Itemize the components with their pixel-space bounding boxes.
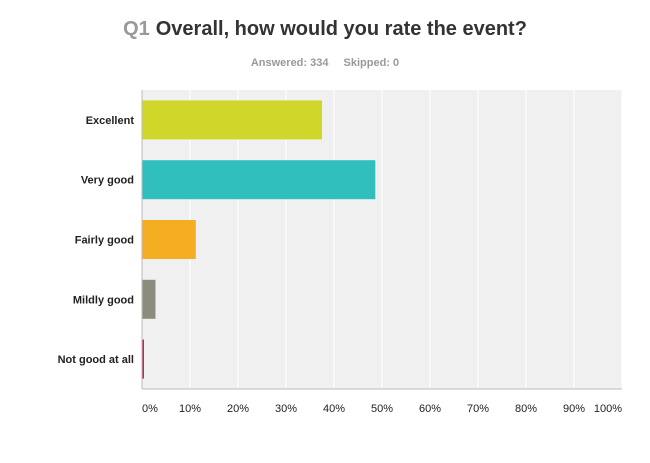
x-tick-label: 100% bbox=[594, 403, 622, 415]
x-tick-label: 70% bbox=[467, 403, 489, 415]
skipped-count: Skipped: 0 bbox=[343, 57, 400, 69]
chart-title: Q1 Overall, how would you rate the event? bbox=[0, 18, 650, 41]
answered-count: Answered: 334 bbox=[250, 57, 329, 69]
category-label: Not good at all bbox=[58, 354, 134, 366]
category-label: Fairly good bbox=[75, 235, 134, 247]
x-tick-label: 40% bbox=[323, 403, 345, 415]
bar bbox=[142, 160, 376, 200]
response-stats: Answered: 334 Skipped: 0 bbox=[0, 57, 650, 69]
x-tick-label: 90% bbox=[563, 403, 585, 415]
question-number: Q1 bbox=[123, 18, 150, 40]
bar bbox=[142, 100, 323, 140]
x-tick-label: 10% bbox=[179, 403, 201, 415]
x-tick-label: 30% bbox=[275, 403, 297, 415]
bar bbox=[142, 339, 144, 379]
x-tick-label: 60% bbox=[419, 403, 441, 415]
category-label: Excellent bbox=[86, 115, 135, 127]
x-tick-label: 20% bbox=[227, 403, 249, 415]
question-text: Overall, how would you rate the event? bbox=[155, 18, 527, 40]
x-tick-label: 50% bbox=[371, 403, 393, 415]
x-tick-label: 80% bbox=[515, 403, 537, 415]
bar bbox=[142, 220, 196, 259]
x-tick-label: 0% bbox=[142, 403, 158, 415]
bar bbox=[142, 279, 156, 319]
category-label: Mildly good bbox=[73, 294, 134, 306]
category-label: Very good bbox=[81, 175, 134, 187]
